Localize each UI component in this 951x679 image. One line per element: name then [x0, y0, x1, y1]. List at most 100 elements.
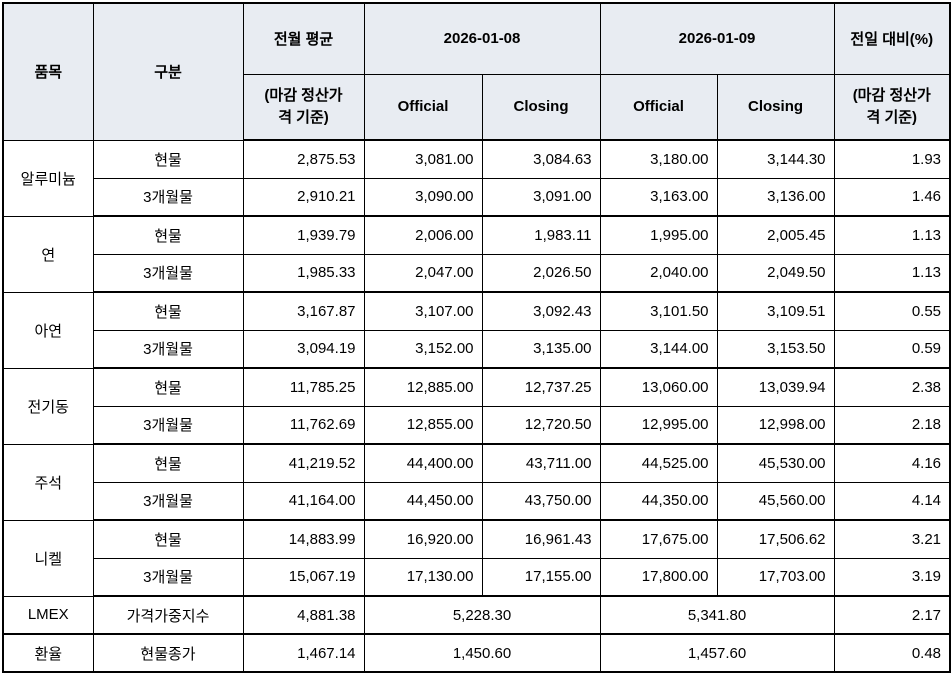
d2-official-cell: 44,350.00 — [599, 481, 718, 521]
d2-closing-cell: 17,506.62 — [716, 519, 835, 559]
d2-closing-cell: 17,703.00 — [716, 557, 835, 597]
category-cell: 3개월물 — [92, 557, 244, 597]
table-row: 니켈 현물 14,883.99 16,920.00 16,961.43 17,6… — [2, 519, 951, 597]
table-row: 아연 현물 3,167.87 3,107.00 3,092.43 3,101.5… — [2, 291, 951, 369]
category-cell: 현물 — [92, 139, 244, 179]
change-cell: 3.21 — [833, 519, 951, 559]
d1-closing-cell: 3,084.63 — [481, 139, 601, 179]
change-cell: 0.59 — [833, 329, 951, 369]
change-cell: 3.19 — [833, 557, 951, 597]
d2-merged-cell: 1,457.60 — [599, 633, 835, 673]
d2-official-cell: 3,101.50 — [599, 291, 718, 331]
change-cell: 0.48 — [833, 633, 951, 673]
prev-avg-cell: 14,883.99 — [242, 519, 365, 559]
table-row: 주석 현물 41,219.52 44,400.00 43,711.00 44,5… — [2, 443, 951, 521]
d2-closing-cell: 13,039.94 — [716, 367, 835, 407]
item-cell: 연 — [2, 215, 94, 293]
d1-official-cell: 12,885.00 — [363, 367, 483, 407]
d2-closing-cell: 45,530.00 — [716, 443, 835, 483]
prev-avg-cell: 41,219.52 — [242, 443, 365, 483]
change-cell: 1.46 — [833, 177, 951, 217]
d1-official-cell: 3,090.00 — [363, 177, 483, 217]
d1-official-cell: 44,400.00 — [363, 443, 483, 483]
d2-closing-cell: 3,153.50 — [716, 329, 835, 369]
d1-merged-cell: 1,450.60 — [363, 633, 601, 673]
header-category: 구분 — [92, 2, 244, 141]
table-row: 3개월물 15,067.19 17,130.00 17,155.00 17,80… — [3, 557, 951, 597]
category-cell: 3개월물 — [92, 253, 244, 293]
header-official-2: Official — [599, 73, 718, 141]
d1-official-cell: 44,450.00 — [363, 481, 483, 521]
change-cell: 2.38 — [833, 367, 951, 407]
prev-avg-cell: 11,785.25 — [242, 367, 365, 407]
d1-official-cell: 2,006.00 — [363, 215, 483, 255]
change-cell: 0.55 — [833, 291, 951, 331]
prev-avg-cell: 3,094.19 — [242, 329, 365, 369]
item-cell: 아연 — [2, 291, 94, 369]
d2-official-cell: 17,800.00 — [599, 557, 718, 597]
d1-closing-cell: 43,711.00 — [481, 443, 601, 483]
prev-avg-cell: 4,881.38 — [242, 595, 365, 635]
table-row-fx: 환율 현물종가 1,467.14 1,450.60 1,457.60 0.48 — [2, 633, 951, 673]
d2-official-cell: 17,675.00 — [599, 519, 718, 559]
change-cell: 1.13 — [833, 215, 951, 255]
d2-closing-cell: 12,998.00 — [716, 405, 835, 445]
prev-avg-cell: 1,467.14 — [242, 633, 365, 673]
prev-avg-cell: 1,985.33 — [242, 253, 365, 293]
change-cell: 2.17 — [833, 595, 951, 635]
header-date-1: 2026-01-08 — [363, 2, 601, 75]
header-prev-avg-sub: (마감 정산가 격 기준) — [242, 73, 365, 141]
d2-closing-cell: 3,144.30 — [716, 139, 835, 179]
category-cell: 3개월물 — [92, 405, 244, 445]
header-official-1: Official — [363, 73, 483, 141]
prev-avg-cell: 11,762.69 — [242, 405, 365, 445]
header-closing-2: Closing — [716, 73, 835, 141]
d1-closing-cell: 12,720.50 — [481, 405, 601, 445]
header-change-sub: (마감 정산가 격 기준) — [833, 73, 951, 141]
header-row-2: (마감 정산가 격 기준) Official Closing Official … — [3, 73, 951, 141]
d1-closing-cell: 3,092.43 — [481, 291, 601, 331]
d1-closing-cell: 1,983.11 — [481, 215, 601, 255]
table-row: 3개월물 41,164.00 44,450.00 43,750.00 44,35… — [3, 481, 951, 521]
d1-closing-cell: 17,155.00 — [481, 557, 601, 597]
category-cell: 현물 — [92, 367, 244, 407]
header-date-2: 2026-01-09 — [599, 2, 835, 75]
d1-closing-cell: 16,961.43 — [481, 519, 601, 559]
item-cell: 니켈 — [2, 519, 94, 597]
item-cell: 환율 — [2, 633, 94, 673]
d1-closing-cell: 3,091.00 — [481, 177, 601, 217]
category-cell: 현물 — [92, 443, 244, 483]
category-cell: 3개월물 — [92, 329, 244, 369]
d1-closing-cell: 43,750.00 — [481, 481, 601, 521]
d2-official-cell: 3,180.00 — [599, 139, 718, 179]
category-cell: 3개월물 — [92, 481, 244, 521]
change-cell: 1.13 — [833, 253, 951, 293]
table-row: 3개월물 3,094.19 3,152.00 3,135.00 3,144.00… — [3, 329, 951, 369]
prev-avg-cell: 1,939.79 — [242, 215, 365, 255]
d1-official-cell: 3,152.00 — [363, 329, 483, 369]
change-cell: 2.18 — [833, 405, 951, 445]
category-cell: 현물 — [92, 291, 244, 331]
d1-merged-cell: 5,228.30 — [363, 595, 601, 635]
d2-official-cell: 44,525.00 — [599, 443, 718, 483]
change-cell: 1.93 — [833, 139, 951, 179]
change-cell: 4.16 — [833, 443, 951, 483]
header-prev-avg: 전월 평균 — [242, 2, 365, 75]
prev-avg-cell: 2,875.53 — [242, 139, 365, 179]
item-cell: LMEX — [2, 595, 94, 635]
d2-official-cell: 1,995.00 — [599, 215, 718, 255]
d2-merged-cell: 5,341.80 — [599, 595, 835, 635]
d1-official-cell: 17,130.00 — [363, 557, 483, 597]
d1-closing-cell: 3,135.00 — [481, 329, 601, 369]
d1-closing-cell: 12,737.25 — [481, 367, 601, 407]
table-row: 알루미늄 현물 2,875.53 3,081.00 3,084.63 3,180… — [2, 139, 951, 217]
header-change: 전일 대비(%) — [833, 2, 951, 75]
table-row-lmex: LMEX 가격가중지수 4,881.38 5,228.30 5,341.80 2… — [2, 595, 951, 635]
item-cell: 주석 — [2, 443, 94, 521]
d1-official-cell: 3,081.00 — [363, 139, 483, 179]
table-row: 3개월물 2,910.21 3,090.00 3,091.00 3,163.00… — [3, 177, 951, 217]
category-cell: 현물 — [92, 519, 244, 559]
category-cell: 3개월물 — [92, 177, 244, 217]
prev-avg-cell: 41,164.00 — [242, 481, 365, 521]
